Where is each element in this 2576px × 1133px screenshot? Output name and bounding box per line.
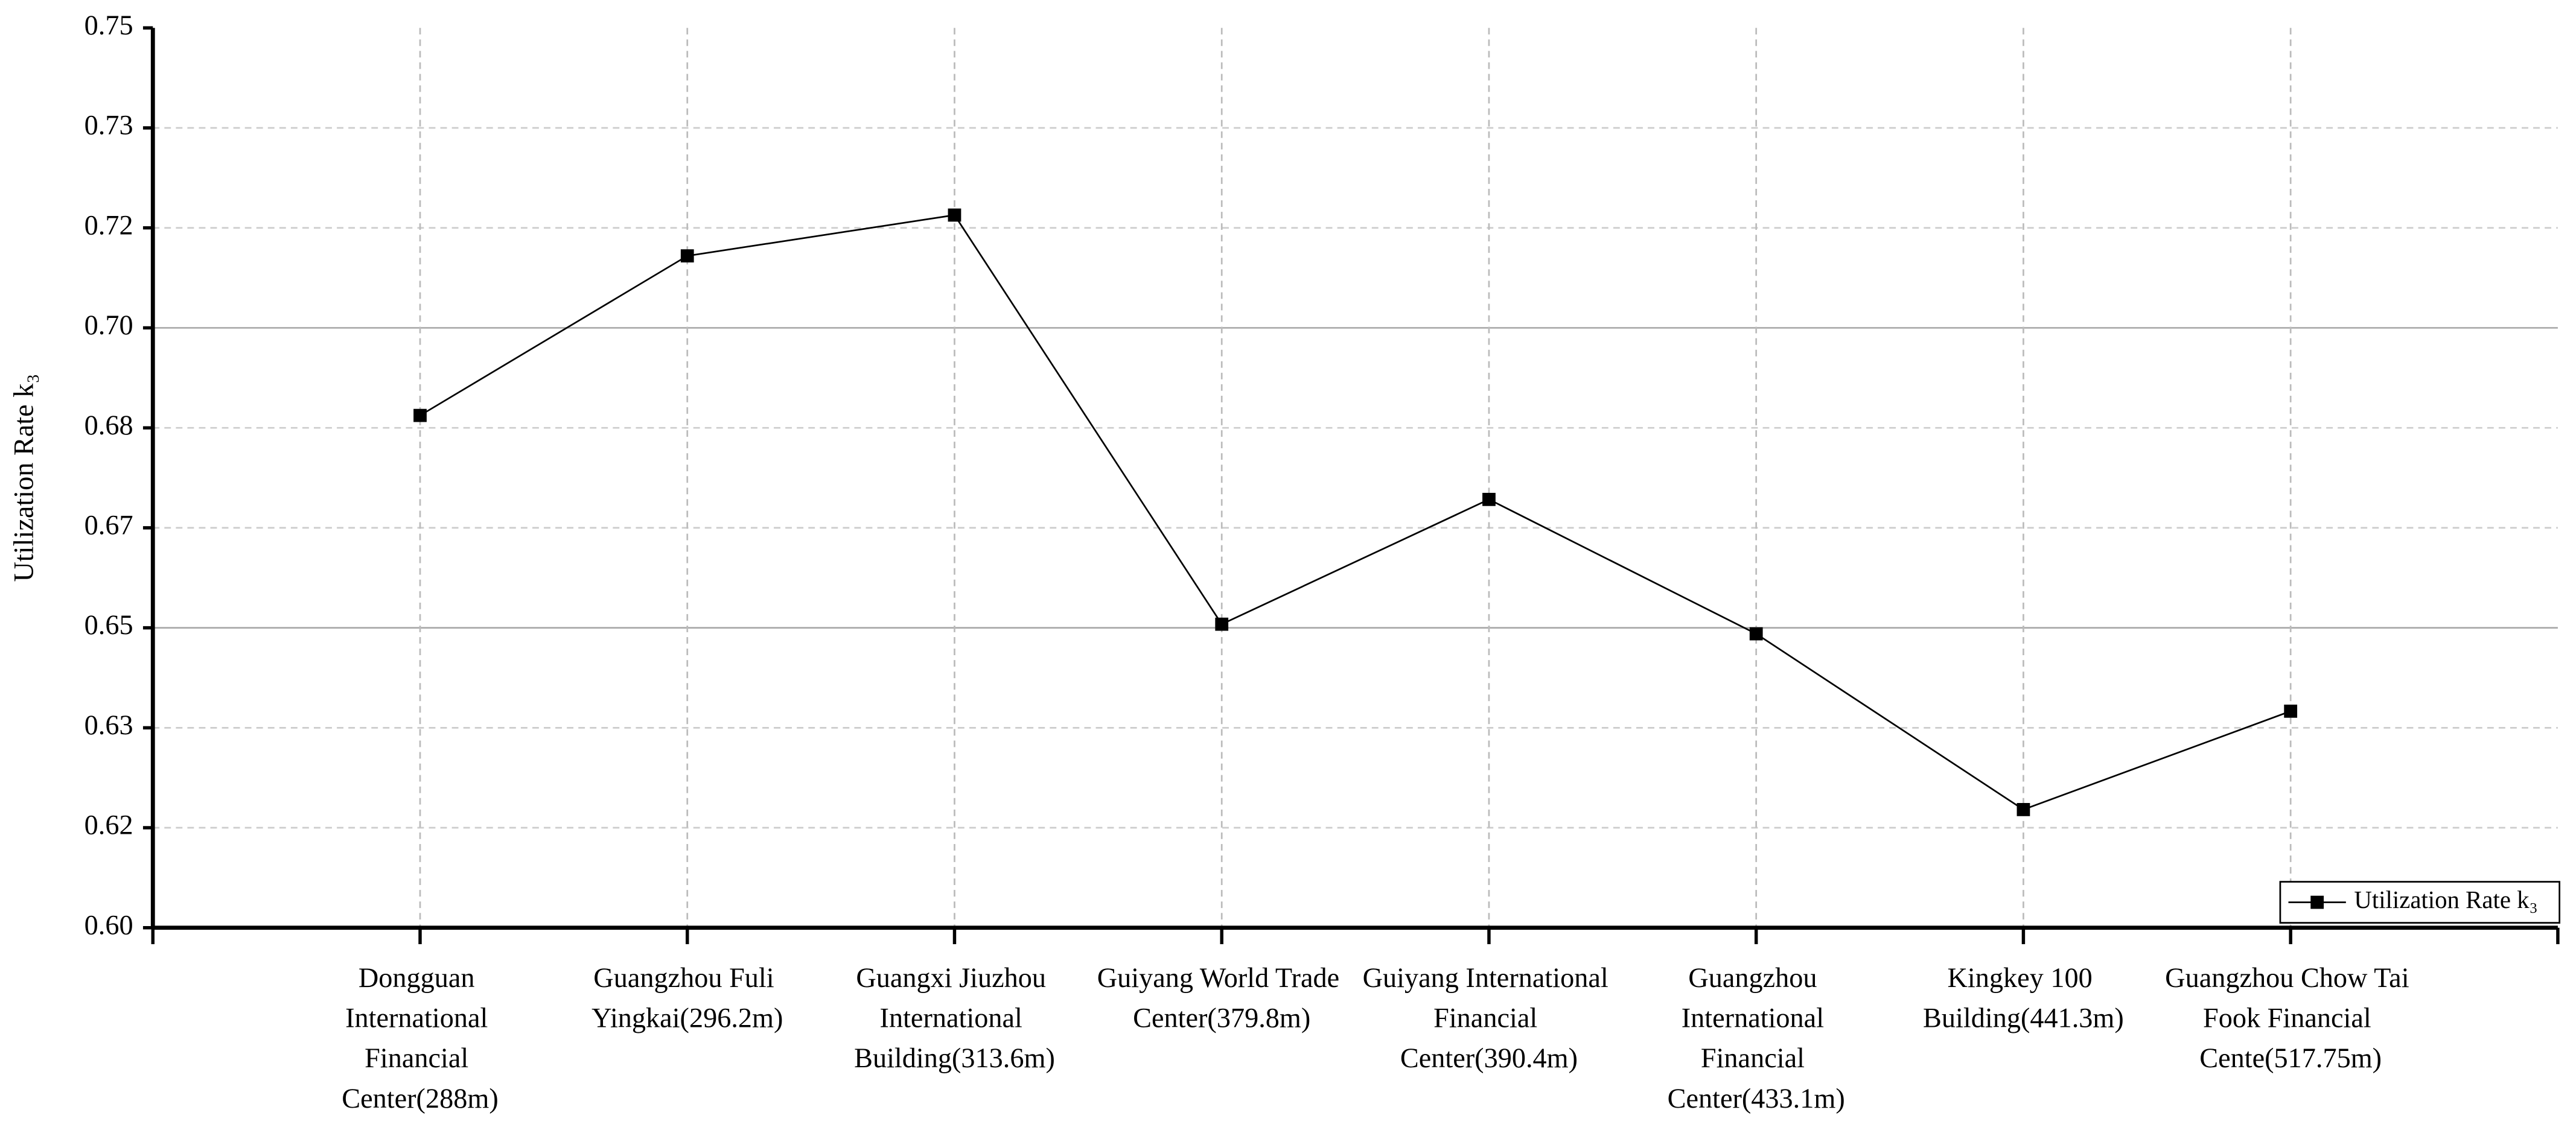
y-tick-label: 0.73 [84, 110, 133, 141]
y-tick-label: 0.67 [84, 510, 133, 541]
x-tick-label-line: Guangxi Jiuzhou [856, 962, 1053, 993]
x-tick-label: Dongguan International Financial Center(… [342, 962, 498, 1114]
legend-label: Utilization Rate k₃ [2354, 886, 2537, 913]
x-tick-label-line: Financial [1701, 1043, 1812, 1074]
x-tick-label-line: Center(379.8m) [1133, 1003, 1310, 1033]
point [948, 208, 961, 222]
x-tick-label-line: Financial [1433, 1003, 1545, 1033]
x-tick-label-line: International [880, 1003, 1030, 1033]
point [1482, 492, 1496, 506]
x-tick-label-line: Guangzhou Chow Tai [2165, 962, 2416, 993]
x-tick-label-line: Guangzhou [1688, 962, 1824, 993]
x-tick-label: Guangzhou International Financial Center… [1668, 962, 1845, 1114]
y-tick-label: 0.62 [84, 810, 133, 841]
x-tick-label: Kingkey 100 Building(441.3m) [1923, 962, 2124, 1033]
y-tick-label: 0.68 [84, 410, 133, 441]
point [2016, 803, 2030, 816]
series-line [419, 214, 2291, 811]
legend-marker [2310, 895, 2324, 909]
x-tick-label: Guiyang World Trade Center(379.8m) [1097, 962, 1347, 1033]
x-tick-label: Guangzhou Chow Tai Fook Financial Cente(… [2165, 962, 2416, 1073]
x-tick-label-line: Center(433.1m) [1668, 1084, 1845, 1114]
x-tick-label-line: Financial [365, 1043, 476, 1074]
x-tick-label-line: International [1682, 1003, 1831, 1033]
y-tick-label: 0.60 [84, 910, 133, 941]
y-axis-label: Utilization Rate k₃ [8, 374, 39, 582]
x-tick-label-line: Guangzhou Fuli [593, 962, 781, 993]
x-tick-label-line: Kingkey 100 [1948, 962, 2100, 993]
x-tick-label-line: Guiyang International [1363, 962, 1616, 993]
y-tick-label: 0.72 [84, 210, 133, 241]
x-tick-label-line: Fook Financial [2203, 1003, 2378, 1033]
x-tick-label: Guangxi Jiuzhou International Building(3… [854, 962, 1055, 1073]
point [680, 249, 694, 263]
point [2284, 704, 2298, 718]
x-tick-label-line: Building(441.3m) [1923, 1003, 2124, 1033]
x-tick-label-line: Center(288m) [342, 1084, 498, 1114]
x-tick-label: Guangzhou Fuli Yingkai(296.2m) [591, 962, 783, 1033]
y-tick-label: 0.75 [84, 10, 133, 41]
x-tick-label-line: Building(313.6m) [854, 1043, 1055, 1074]
x-tick-label: Guiyang International Financial Center(3… [1363, 962, 1616, 1073]
x-tick-label-line: International [345, 1003, 495, 1033]
x-tick-label-line: Guiyang World Trade [1097, 962, 1347, 993]
y-tick-label: 0.70 [84, 310, 133, 341]
x-tick-label-line: Dongguan [359, 962, 482, 993]
x-tick-label-line: Yingkai(296.2m) [591, 1003, 783, 1033]
y-tick-label: 0.65 [84, 610, 133, 641]
x-tick-label-line: Center(390.4m) [1400, 1043, 1578, 1074]
x-tick-label-line: Cente(517.75m) [2199, 1043, 2382, 1074]
y-tick-label: 0.63 [84, 710, 133, 741]
point [1749, 627, 1763, 641]
point [1215, 617, 1229, 631]
point [413, 408, 427, 422]
